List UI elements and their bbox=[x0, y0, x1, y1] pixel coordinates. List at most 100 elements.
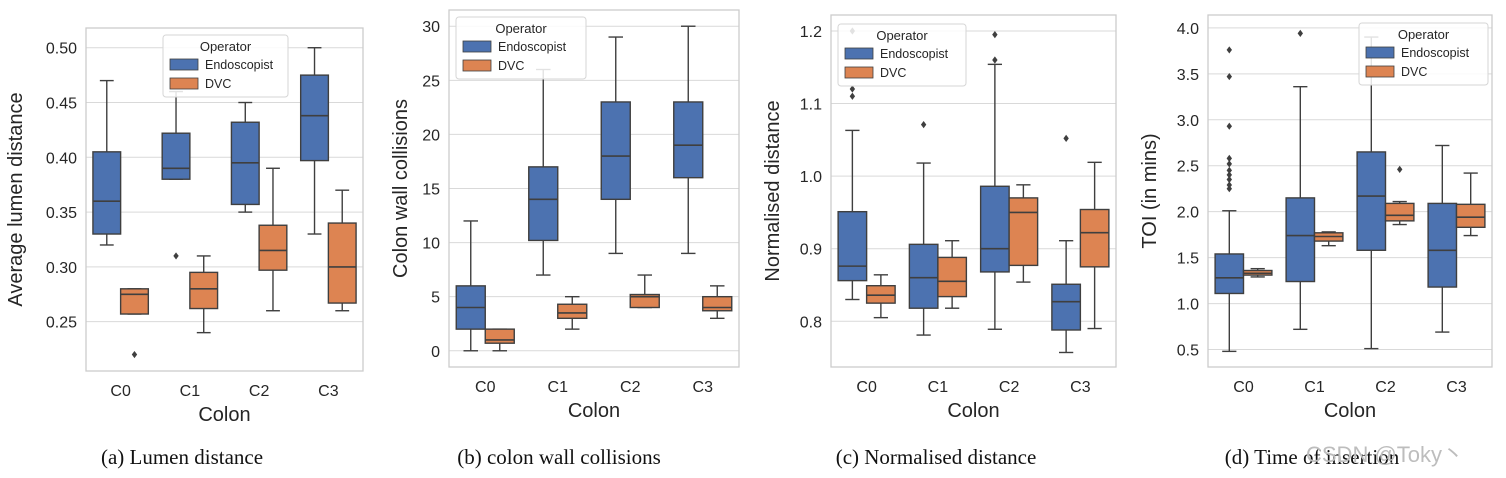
box-body bbox=[189, 271, 219, 310]
chart-panel-1: 0.25 0.30 0.35 0.40 0.45 0.50 C0 C1 C2 C3 Colon Ave… bbox=[5, 27, 364, 469]
box-body bbox=[629, 293, 660, 309]
y-tick-label: 0.45 bbox=[46, 96, 77, 113]
box-endoscopist-c3 bbox=[673, 25, 704, 255]
legend: Operator Endoscopist DVC bbox=[1358, 22, 1489, 86]
y-tick-label: 0.25 bbox=[46, 315, 77, 332]
legend-swatch bbox=[1365, 46, 1395, 59]
box-dvc-c0 bbox=[119, 288, 150, 359]
box-body bbox=[528, 166, 559, 242]
y-tick-label: 1.1 bbox=[800, 97, 822, 114]
outlier-point bbox=[1063, 134, 1069, 142]
box-endoscopist-c1 bbox=[161, 90, 191, 260]
y-tick-label: 30 bbox=[422, 19, 440, 36]
box-endoscopist-c1 bbox=[1285, 29, 1316, 331]
legend: Operator Endoscopist DVC bbox=[162, 34, 289, 98]
legend-label: Endoscopist bbox=[1401, 46, 1470, 60]
y-tick-label: 10 bbox=[422, 236, 440, 253]
box-endoscopist-c3 bbox=[299, 47, 330, 235]
box-body bbox=[1384, 202, 1415, 222]
box-body bbox=[258, 224, 288, 271]
y-tick-label: 0 bbox=[431, 344, 440, 361]
legend-label: DVC bbox=[880, 66, 906, 80]
legend: Operator Endoscopist DVC bbox=[837, 23, 967, 87]
y-tick-label: 0.8 bbox=[800, 314, 822, 331]
outlier-point bbox=[1226, 166, 1232, 174]
y-tick-label: 1.0 bbox=[1177, 297, 1199, 314]
y-tick-label: 15 bbox=[422, 182, 440, 199]
box-endoscopist-c0 bbox=[92, 79, 122, 246]
box-body bbox=[837, 210, 868, 282]
legend-swatch bbox=[844, 47, 874, 60]
x-tick-label: C0 bbox=[110, 383, 131, 400]
legend-title: Operator bbox=[495, 21, 547, 36]
box-body bbox=[600, 101, 631, 201]
y-tick-label: 0.40 bbox=[46, 150, 77, 167]
box-endoscopist-c1 bbox=[528, 68, 559, 276]
figure-caption: (b) colon wall collisions bbox=[457, 445, 661, 469]
chart-panel-3: 0.8 0.9 1.0 1.1 1.2 C0 C1 C2 C3 Colon Normalised d… bbox=[762, 14, 1117, 469]
box-body bbox=[1455, 203, 1486, 229]
box-body bbox=[673, 101, 704, 179]
figure-caption: (c) Normalised distance bbox=[836, 445, 1037, 469]
box-endoscopist-c2 bbox=[230, 101, 260, 213]
box-body bbox=[1214, 253, 1245, 295]
box-dvc-c2 bbox=[1008, 184, 1039, 283]
box-body bbox=[1008, 197, 1039, 267]
outlier-point bbox=[1226, 154, 1232, 162]
x-tick-label: C1 bbox=[180, 383, 201, 400]
y-tick-label: 1.5 bbox=[1177, 251, 1199, 268]
legend-label: Endoscopist bbox=[205, 58, 274, 72]
x-tick-label: C3 bbox=[693, 379, 714, 396]
box-body bbox=[557, 303, 588, 320]
outlier-point bbox=[849, 92, 856, 100]
box-dvc-c0 bbox=[865, 274, 896, 319]
box-endoscopist-c2 bbox=[600, 36, 631, 255]
legend-swatch bbox=[169, 58, 199, 71]
box-body bbox=[119, 288, 150, 315]
legend-label: Endoscopist bbox=[498, 40, 567, 54]
x-tick-label: C2 bbox=[620, 379, 641, 396]
box-endoscopist-c1 bbox=[908, 120, 939, 336]
box-body bbox=[161, 132, 191, 180]
y-axis-label: Average lumen distance bbox=[5, 92, 27, 306]
outlier-point bbox=[173, 252, 179, 260]
plot-frame bbox=[830, 14, 1117, 368]
box-endoscopist-c2 bbox=[979, 30, 1010, 330]
box-body bbox=[702, 295, 733, 312]
outlier-point bbox=[1226, 171, 1232, 179]
x-tick-label: C1 bbox=[928, 379, 949, 396]
outlier-point bbox=[1226, 175, 1232, 184]
chart-panel-4: 0.5 1.0 1.5 2.0 2.5 3.0 3.5 4.0 C0 C1 C2 C3 Colon TOI… bbox=[1139, 14, 1493, 469]
x-tick-label: C3 bbox=[1446, 379, 1467, 396]
x-tick-label: C2 bbox=[249, 383, 270, 400]
figure-caption: (d) Time of insertion bbox=[1225, 445, 1400, 469]
y-tick-label: 3.0 bbox=[1177, 113, 1199, 130]
legend-title: Operator bbox=[200, 39, 252, 54]
outlier-point bbox=[992, 56, 998, 64]
legend: Operator Endoscopist DVC bbox=[455, 16, 587, 80]
legend-label: DVC bbox=[1401, 65, 1427, 79]
y-tick-label: 1.2 bbox=[800, 24, 822, 41]
x-axis-label: Colon bbox=[568, 400, 620, 422]
outlier-point bbox=[1297, 29, 1303, 37]
y-tick-label: 2.0 bbox=[1177, 205, 1199, 222]
x-tick-label: C3 bbox=[1070, 379, 1091, 396]
x-tick-label: C0 bbox=[475, 379, 496, 396]
box-dvc-c3 bbox=[1455, 172, 1486, 237]
outlier-point bbox=[920, 120, 927, 129]
legend-swatch bbox=[1365, 65, 1395, 78]
plot-frame bbox=[1207, 14, 1493, 368]
outlier-point bbox=[1226, 160, 1232, 168]
box-dvc-c2 bbox=[629, 274, 660, 309]
box-dvc-c1 bbox=[1313, 231, 1344, 247]
box-body bbox=[1051, 283, 1082, 331]
outlier-point bbox=[992, 30, 998, 39]
box-body bbox=[1079, 208, 1110, 268]
x-tick-label: C1 bbox=[548, 379, 569, 396]
y-tick-label: 5 bbox=[431, 290, 440, 307]
x-tick-label: C3 bbox=[318, 383, 339, 400]
watermark: CSDN @Toky丶 bbox=[1306, 442, 1464, 467]
x-tick-label: C0 bbox=[856, 379, 877, 396]
box-endoscopist-c0 bbox=[455, 220, 486, 352]
